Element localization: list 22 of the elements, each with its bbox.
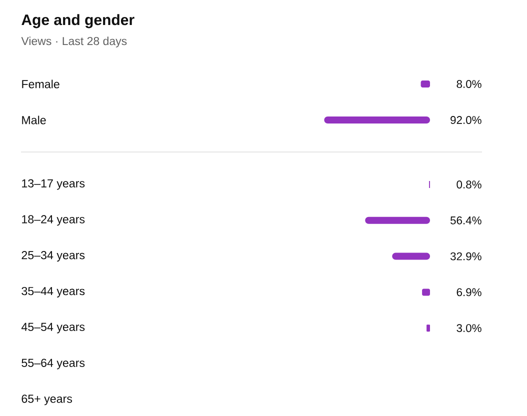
data-label: 8.0% (456, 80, 482, 88)
y-tick-label: 35–44 years (22, 286, 85, 298)
y-tick-label: 18–24 years (22, 215, 85, 226)
y-tick-label: 55–64 years (22, 358, 85, 370)
y-tick-label: 65+ years (22, 394, 72, 406)
y-tick-label: 25–34 years (22, 251, 85, 262)
data-label: 0.8% (456, 180, 482, 188)
data-label: 56.4% (450, 216, 482, 224)
text: Age and gender (22, 14, 134, 28)
bar (392, 252, 430, 260)
y-tick-label: 13–17 years (22, 179, 85, 190)
y-tick-label: Female (22, 80, 60, 88)
data-label: 32.9% (450, 252, 482, 260)
data-label: 6.9% (456, 288, 482, 296)
data-label: 92.0% (450, 116, 482, 124)
y-tick-label: Male (22, 116, 46, 124)
bar (422, 288, 430, 296)
bar (426, 324, 430, 332)
text: Views · Last 28 days (21, 36, 127, 48)
data-label: 3.0% (456, 324, 482, 332)
y-tick-label: 45–54 years (21, 322, 85, 334)
bar (365, 216, 430, 224)
